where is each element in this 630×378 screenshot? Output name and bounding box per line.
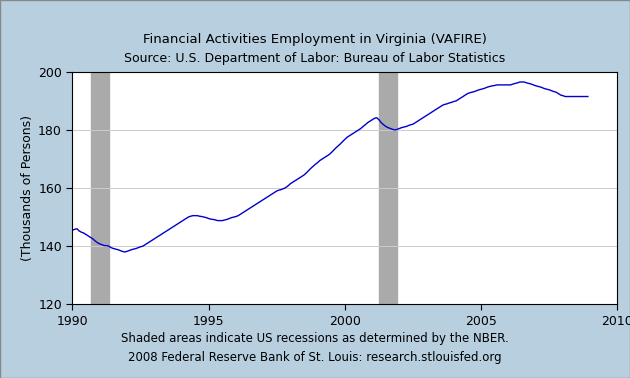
Text: Source: U.S. Department of Labor: Bureau of Labor Statistics: Source: U.S. Department of Labor: Bureau… (124, 52, 506, 65)
Text: Financial Activities Employment in Virginia (VAFIRE): Financial Activities Employment in Virgi… (143, 33, 487, 46)
Text: 2008 Federal Reserve Bank of St. Louis: research.stlouisfed.org: 2008 Federal Reserve Bank of St. Louis: … (128, 351, 502, 364)
Y-axis label: (Thousands of Persons): (Thousands of Persons) (21, 115, 34, 261)
Text: Shaded areas indicate US recessions as determined by the NBER.: Shaded areas indicate US recessions as d… (121, 332, 509, 345)
Bar (379, 72, 397, 304)
Bar (91, 72, 109, 304)
